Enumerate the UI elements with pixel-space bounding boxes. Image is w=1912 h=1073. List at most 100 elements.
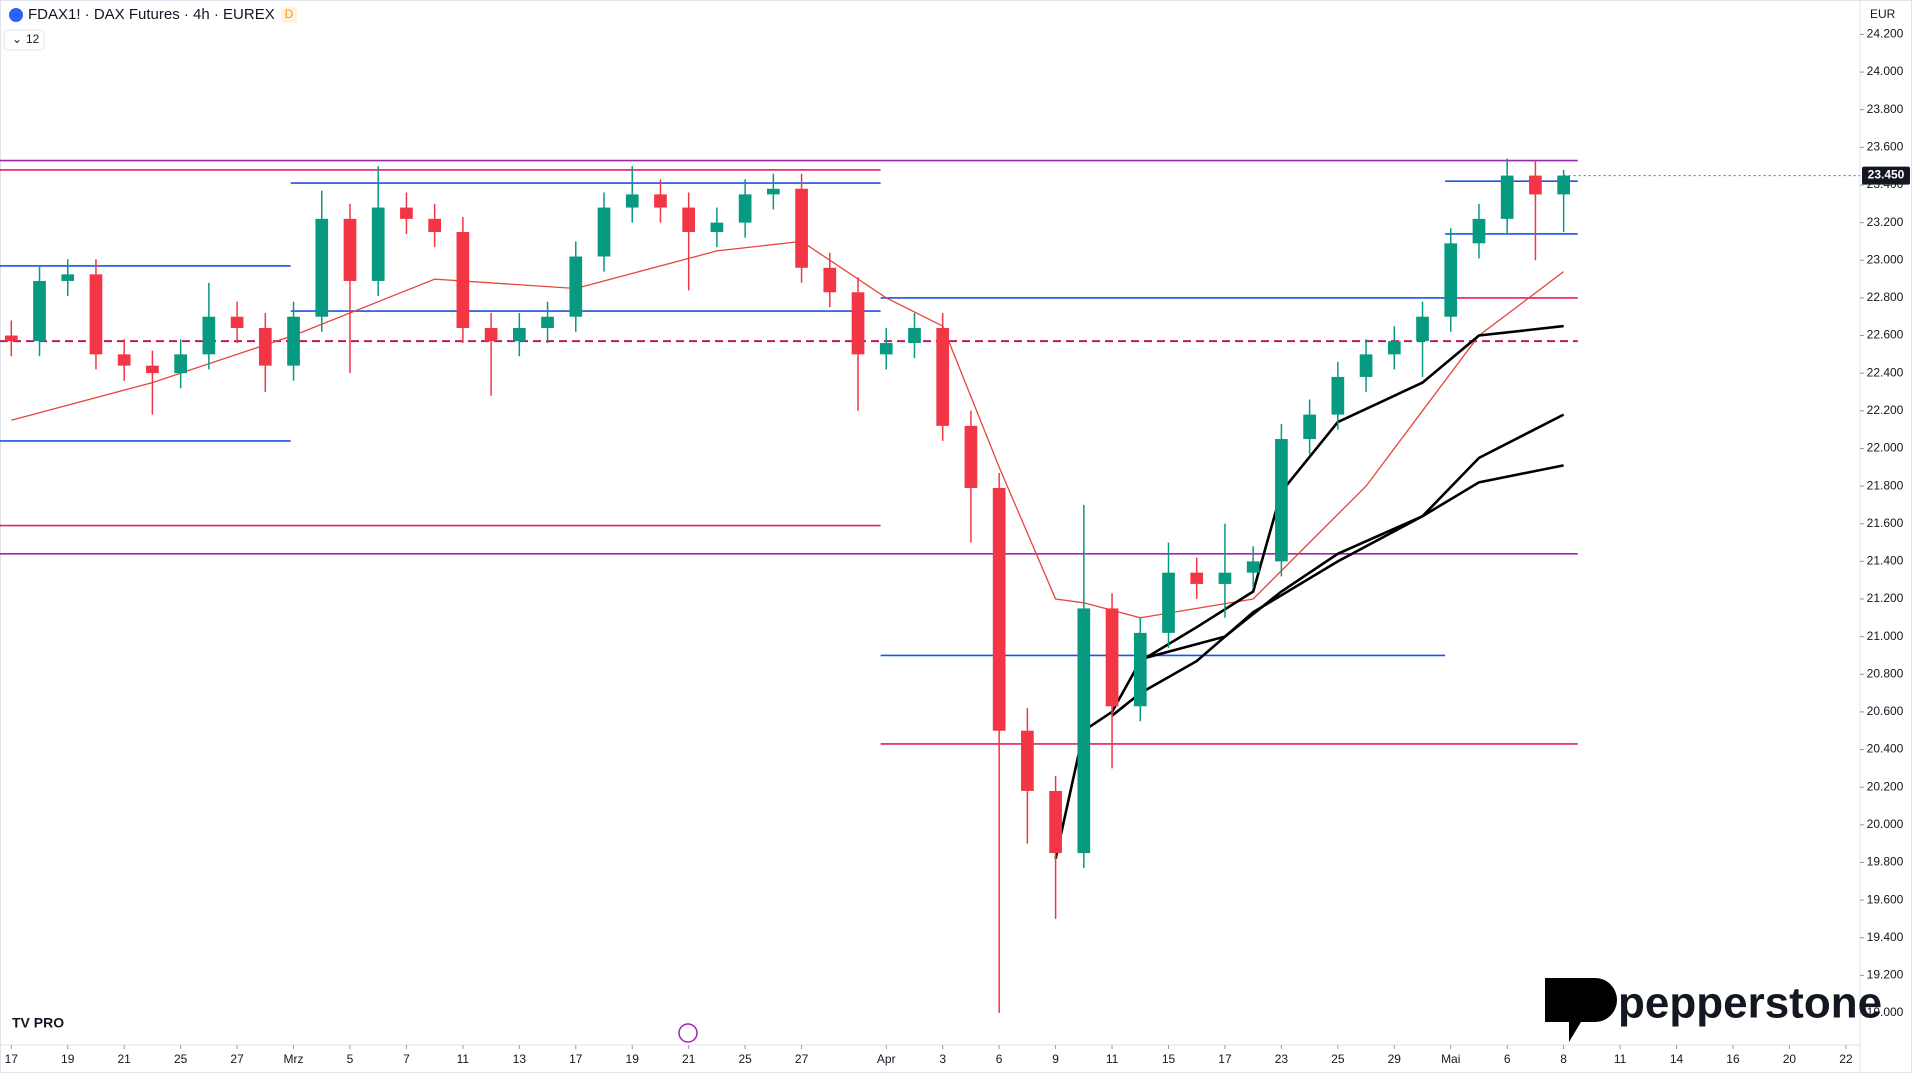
- last-price-box: [1862, 166, 1910, 185]
- candle-body: [33, 280, 46, 342]
- y-tick-label: 24.200: [1867, 27, 1904, 41]
- y-tick-label: 19.200: [1867, 968, 1904, 982]
- y-tick-label: 23.200: [1867, 215, 1904, 229]
- candle-body: [287, 316, 300, 366]
- collapse-arrow: ⌄: [12, 32, 22, 46]
- candle-body: [1500, 175, 1514, 219]
- candle-body: [174, 354, 187, 374]
- x-tick-label: 8: [1560, 1052, 1567, 1066]
- candle-body: [258, 328, 272, 366]
- candle-body: [1444, 243, 1458, 317]
- candle-body: [767, 188, 780, 195]
- candle-body: [1246, 561, 1260, 573]
- candle-body: [61, 274, 75, 281]
- candle-body: [795, 188, 808, 268]
- candle-body: [654, 194, 667, 208]
- candle-body: [992, 487, 1006, 731]
- candle-body: [1133, 632, 1147, 707]
- x-tick-label: 5: [347, 1052, 354, 1066]
- y-tick-label: 23.600: [1867, 140, 1904, 154]
- candle-body: [202, 316, 216, 355]
- candle-body: [117, 354, 131, 366]
- candle-body: [456, 232, 470, 329]
- last-price-label: 23.450: [1868, 168, 1905, 182]
- candle-body: [1557, 175, 1570, 195]
- candle-body: [879, 343, 893, 355]
- x-tick-label: 15: [1162, 1052, 1176, 1066]
- x-tick-label: 6: [1504, 1052, 1511, 1066]
- y-tick-label: 21.400: [1867, 554, 1904, 568]
- x-tick-label: 19: [626, 1052, 640, 1066]
- x-tick-label: 19: [61, 1052, 75, 1066]
- x-tick-label: 16: [1726, 1052, 1740, 1066]
- x-tick-label: 17: [5, 1052, 19, 1066]
- x-tick-label: 3: [939, 1052, 946, 1066]
- x-tick-label: 27: [230, 1052, 244, 1066]
- candle-body: [230, 316, 244, 329]
- y-tick-label: 22.200: [1867, 403, 1904, 417]
- y-tick-label: 21.800: [1867, 478, 1904, 492]
- y-tick-label: 20.600: [1867, 704, 1904, 718]
- candle-body: [1303, 414, 1316, 440]
- x-tick-label: 9: [1052, 1052, 1059, 1066]
- x-tick-label: 17: [569, 1052, 583, 1066]
- x-tick-label: 7: [403, 1052, 410, 1066]
- indicator-line: [1111, 413, 1565, 717]
- candle-body: [1416, 316, 1429, 342]
- y-tick-label: 21.600: [1867, 516, 1904, 530]
- candle-body: [823, 267, 837, 293]
- candle-body: [625, 194, 639, 208]
- y-tick-label: 22.000: [1867, 441, 1904, 455]
- candle-body: [851, 292, 865, 355]
- x-tick-label: Mrz: [284, 1052, 304, 1066]
- candle-body: [597, 207, 611, 257]
- candle-body: [936, 328, 950, 426]
- candle-body: [400, 207, 413, 219]
- tv-logo: TV PRO: [10, 1015, 80, 1032]
- y-tick-label: 19.800: [1867, 855, 1904, 869]
- candle-body: [1105, 608, 1119, 707]
- candle-body: [1472, 218, 1486, 244]
- y-tick-label: 22.800: [1867, 290, 1904, 304]
- x-tick-label: 17: [1218, 1052, 1232, 1066]
- indicator-toggle[interactable]: [3, 29, 45, 51]
- candle-body: [1331, 376, 1345, 415]
- badge: D: [285, 7, 294, 21]
- candle-body: [1529, 175, 1542, 195]
- symbol-title[interactable]: FDAX1! · DAX Futures · 4h · EUREX: [28, 6, 275, 23]
- replay-icon[interactable]: [678, 1023, 698, 1043]
- x-tick-label: 11: [1106, 1052, 1119, 1066]
- x-tick-label: 25: [738, 1052, 752, 1066]
- y-tick-label: 22.400: [1867, 365, 1904, 379]
- x-tick-label: 25: [174, 1052, 188, 1066]
- candle-body: [315, 218, 329, 317]
- candle-body: [371, 207, 385, 281]
- indicator-line: [1054, 324, 1564, 859]
- candle-body: [343, 218, 357, 281]
- candle-body: [1190, 572, 1204, 584]
- broker-mark: [1545, 978, 1617, 1042]
- broker-name: pepperstone: [1618, 979, 1882, 1028]
- tv-logo-bg: [10, 1016, 80, 1032]
- candle-body: [541, 316, 554, 329]
- candle-body: [1275, 439, 1288, 562]
- candle-body: [89, 274, 103, 355]
- y-tick-label: 20.400: [1867, 742, 1904, 756]
- y-tick-label: 20.000: [1867, 817, 1904, 831]
- candle-body: [682, 207, 696, 233]
- y-tick-label: 19.600: [1867, 892, 1904, 906]
- candle-body: [569, 256, 583, 317]
- x-tick-label: 20: [1783, 1052, 1797, 1066]
- x-tick-label: Apr: [877, 1052, 896, 1066]
- candle-body: [1077, 608, 1091, 854]
- x-tick-label: 29: [1388, 1052, 1402, 1066]
- y-tick-label: 20.800: [1867, 666, 1904, 680]
- currency[interactable]: EUR: [1870, 7, 1896, 21]
- x-tick-label: 11: [457, 1052, 470, 1066]
- x-tick-label: 25: [1331, 1052, 1345, 1066]
- y-tick-label: 19.400: [1867, 930, 1904, 944]
- y-tick-label: 20.200: [1867, 779, 1904, 793]
- candle-body: [512, 328, 526, 342]
